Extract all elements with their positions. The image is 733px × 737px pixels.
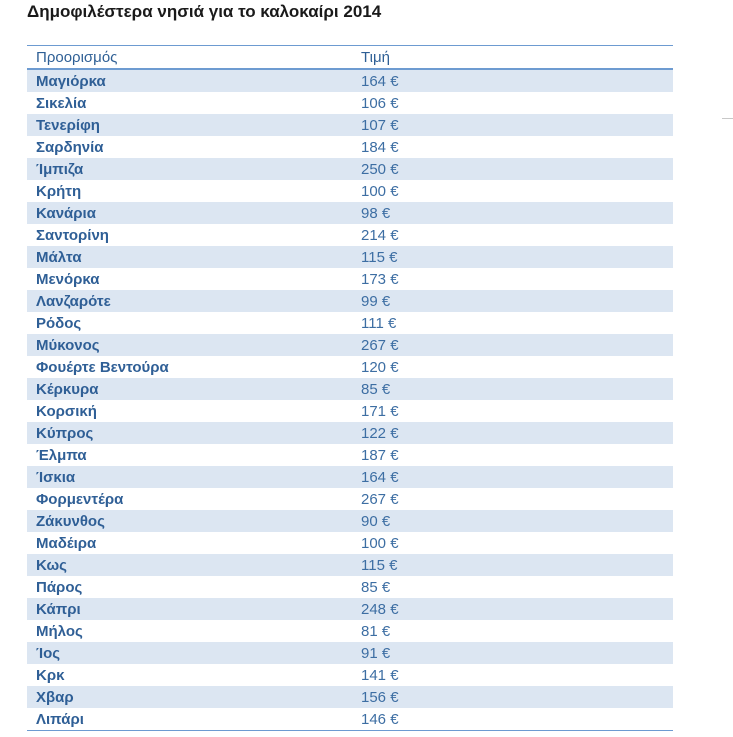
destination-cell: Φορμεντέρα	[36, 490, 124, 508]
price-cell: 122 €	[361, 424, 399, 442]
price-cell: 146 €	[361, 710, 399, 728]
price-cell: 173 €	[361, 270, 399, 288]
destination-cell: Ίμπιζα	[36, 160, 84, 178]
price-cell: 81 €	[361, 622, 391, 640]
destination-cell: Έλμπα	[36, 446, 87, 464]
table-body: Μαγιόρκα 164 € Σικελία 106 € Τενερίφη 107 € Σα…	[27, 70, 673, 730]
table-row: Έλμπα 187 €	[27, 444, 673, 466]
price-cell: 171 €	[361, 402, 399, 420]
price-cell: 164 €	[361, 468, 399, 486]
destination-cell: Πάρος	[36, 578, 83, 596]
price-cell: 250 €	[361, 160, 399, 178]
destination-cell: Τενερίφη	[36, 116, 100, 134]
price-cell: 141 €	[361, 666, 399, 684]
table-row: Φορμεντέρα 267 €	[27, 488, 673, 510]
table-row: Σικελία 106 €	[27, 92, 673, 114]
destination-cell: Ρόδος	[36, 314, 82, 332]
destination-cell: Ίος	[36, 644, 61, 662]
destination-cell: Μήλος	[36, 622, 83, 640]
table-row: Μύκονος 267 €	[27, 334, 673, 356]
destination-cell: Σαντορίνη	[36, 226, 109, 244]
table-row: Ζάκυνθος 90 €	[27, 510, 673, 532]
price-cell: 267 €	[361, 490, 399, 508]
destination-cell: Κανάρια	[36, 204, 96, 222]
destination-cell: Μαδέιρα	[36, 534, 97, 552]
price-cell: 267 €	[361, 336, 399, 354]
destination-cell: Χβαρ	[36, 688, 74, 706]
table-row: Ίος 91 €	[27, 642, 673, 664]
destination-cell: Κέρκυρα	[36, 380, 99, 398]
price-cell: 99 €	[361, 292, 391, 310]
table-header-row: Προορισμός Τιμή	[27, 46, 673, 70]
table-row: Κως 115 €	[27, 554, 673, 576]
destination-cell: Φουέρτε Βεντούρα	[36, 358, 169, 376]
price-cell: 111 €	[361, 314, 397, 332]
price-cell: 120 €	[361, 358, 399, 376]
table-row: Μαγιόρκα 164 €	[27, 70, 673, 92]
table-row: Σαντορίνη 214 €	[27, 224, 673, 246]
price-cell: 106 €	[361, 94, 399, 112]
table-top-rule	[27, 45, 673, 46]
price-cell: 164 €	[361, 72, 399, 90]
destination-cell: Κύπρος	[36, 424, 94, 442]
table-row: Κορσική 171 €	[27, 400, 673, 422]
table-row: Μάλτα 115 €	[27, 246, 673, 268]
decorative-divider	[722, 118, 733, 119]
table-row: Πάρος 85 €	[27, 576, 673, 598]
page-title: Δημοφιλέστερα νησιά για το καλοκαίρι 201…	[27, 2, 382, 21]
table-row: Κύπρος 122 €	[27, 422, 673, 444]
destination-cell: Μάλτα	[36, 248, 82, 266]
table-row: Μήλος 81 €	[27, 620, 673, 642]
destination-cell: Μύκονος	[36, 336, 100, 354]
table-row: Φουέρτε Βεντούρα 120 €	[27, 356, 673, 378]
price-cell: 107 €	[361, 116, 399, 134]
table-row: Λιπάρι 146 €	[27, 708, 673, 730]
table-row: Μενόρκα 173 €	[27, 268, 673, 290]
price-cell: 184 €	[361, 138, 399, 156]
price-cell: 85 €	[361, 578, 391, 596]
destination-cell: Μαγιόρκα	[36, 72, 106, 90]
table-bottom-rule	[27, 730, 673, 731]
price-cell: 115 €	[361, 556, 398, 574]
destination-cell: Κως	[36, 556, 67, 574]
table-row: Χβαρ 156 €	[27, 686, 673, 708]
price-cell: 98 €	[361, 204, 391, 222]
destination-cell: Κορσική	[36, 402, 97, 420]
price-cell: 115 €	[361, 248, 398, 266]
table-row: Τενερίφη 107 €	[27, 114, 673, 136]
destination-cell: Σαρδηνία	[36, 138, 104, 156]
header-destination: Προορισμός	[36, 48, 118, 66]
price-cell: 91 €	[361, 644, 391, 662]
table-row: Ίμπιζα 250 €	[27, 158, 673, 180]
table-row: Ίσκια 164 €	[27, 466, 673, 488]
table-row: Κανάρια 98 €	[27, 202, 673, 224]
destination-cell: Κρήτη	[36, 182, 82, 200]
price-cell: 248 €	[361, 600, 399, 618]
price-table: Προορισμός Τιμή Μαγιόρκα 164 € Σικελία 106 …	[27, 45, 673, 731]
table-row: Κάπρι 248 €	[27, 598, 673, 620]
price-cell: 187 €	[361, 446, 399, 464]
destination-cell: Μενόρκα	[36, 270, 100, 288]
price-cell: 90 €	[361, 512, 391, 530]
table-row: Σαρδηνία 184 €	[27, 136, 673, 158]
price-cell: 85 €	[361, 380, 391, 398]
table-row: Ρόδος 111 €	[27, 312, 673, 334]
price-cell: 214 €	[361, 226, 399, 244]
destination-cell: Κάπρι	[36, 600, 81, 618]
header-price: Τιμή	[361, 48, 390, 66]
price-cell: 100 €	[361, 534, 399, 552]
destination-cell: Λανζαρότε	[36, 292, 111, 310]
table-row: Κρήτη 100 €	[27, 180, 673, 202]
table-row: Λανζαρότε 99 €	[27, 290, 673, 312]
price-cell: 100 €	[361, 182, 399, 200]
table-row: Κέρκυρα 85 €	[27, 378, 673, 400]
table-row: Μαδέιρα 100 €	[27, 532, 673, 554]
destination-cell: Κρκ	[36, 666, 65, 684]
destination-cell: Ίσκια	[36, 468, 76, 486]
destination-cell: Ζάκυνθος	[36, 512, 105, 530]
destination-cell: Σικελία	[36, 94, 87, 112]
destination-cell: Λιπάρι	[36, 710, 84, 728]
price-cell: 156 €	[361, 688, 399, 706]
table-row: Κρκ 141 €	[27, 664, 673, 686]
